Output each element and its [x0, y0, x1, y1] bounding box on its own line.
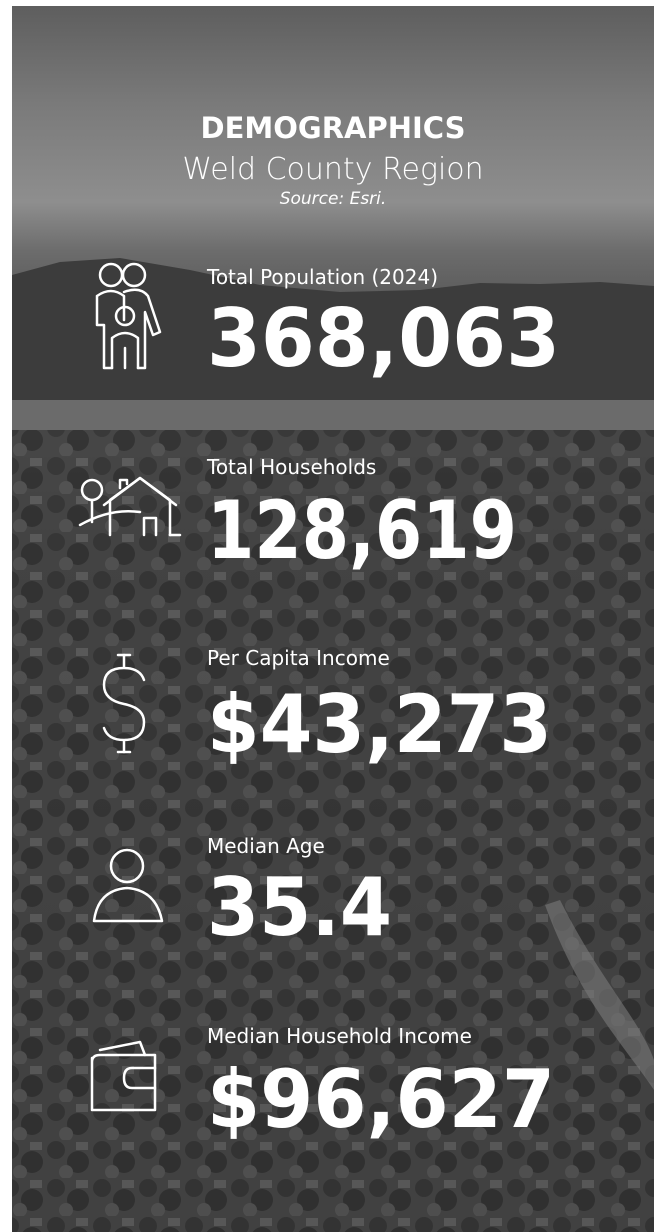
dollar-icon — [102, 653, 146, 754]
family-icon — [95, 262, 162, 370]
title: DEMOGRAPHICS — [201, 111, 466, 145]
stat-label: Median Age — [207, 834, 325, 858]
stat-value: 368,063 — [207, 292, 560, 385]
town — [12, 430, 654, 1232]
road — [545, 900, 654, 1090]
stat-value: 128,619 — [207, 484, 517, 577]
stat-value: $96,627 — [207, 1053, 555, 1146]
plain — [12, 400, 654, 430]
mountains — [12, 258, 654, 400]
subtitle: Weld County Region — [182, 152, 483, 187]
stats: Total Population (2024) 368,063 Total Hous… — [206, 265, 560, 1146]
stat-label: Median Household Income — [207, 1024, 472, 1048]
stat-value: $43,273 — [207, 678, 552, 771]
source: Source: Esri. — [280, 189, 387, 209]
wallet-icon — [90, 1040, 157, 1112]
person-icon — [92, 848, 164, 923]
shade — [12, 430, 654, 1232]
stat-label: Per Capita Income — [207, 646, 390, 670]
stat-label: Total Households — [206, 455, 376, 479]
stat-label: Total Population (2024) — [206, 265, 438, 289]
house-icon — [78, 476, 182, 537]
stat-value: 35.4 — [207, 861, 392, 954]
